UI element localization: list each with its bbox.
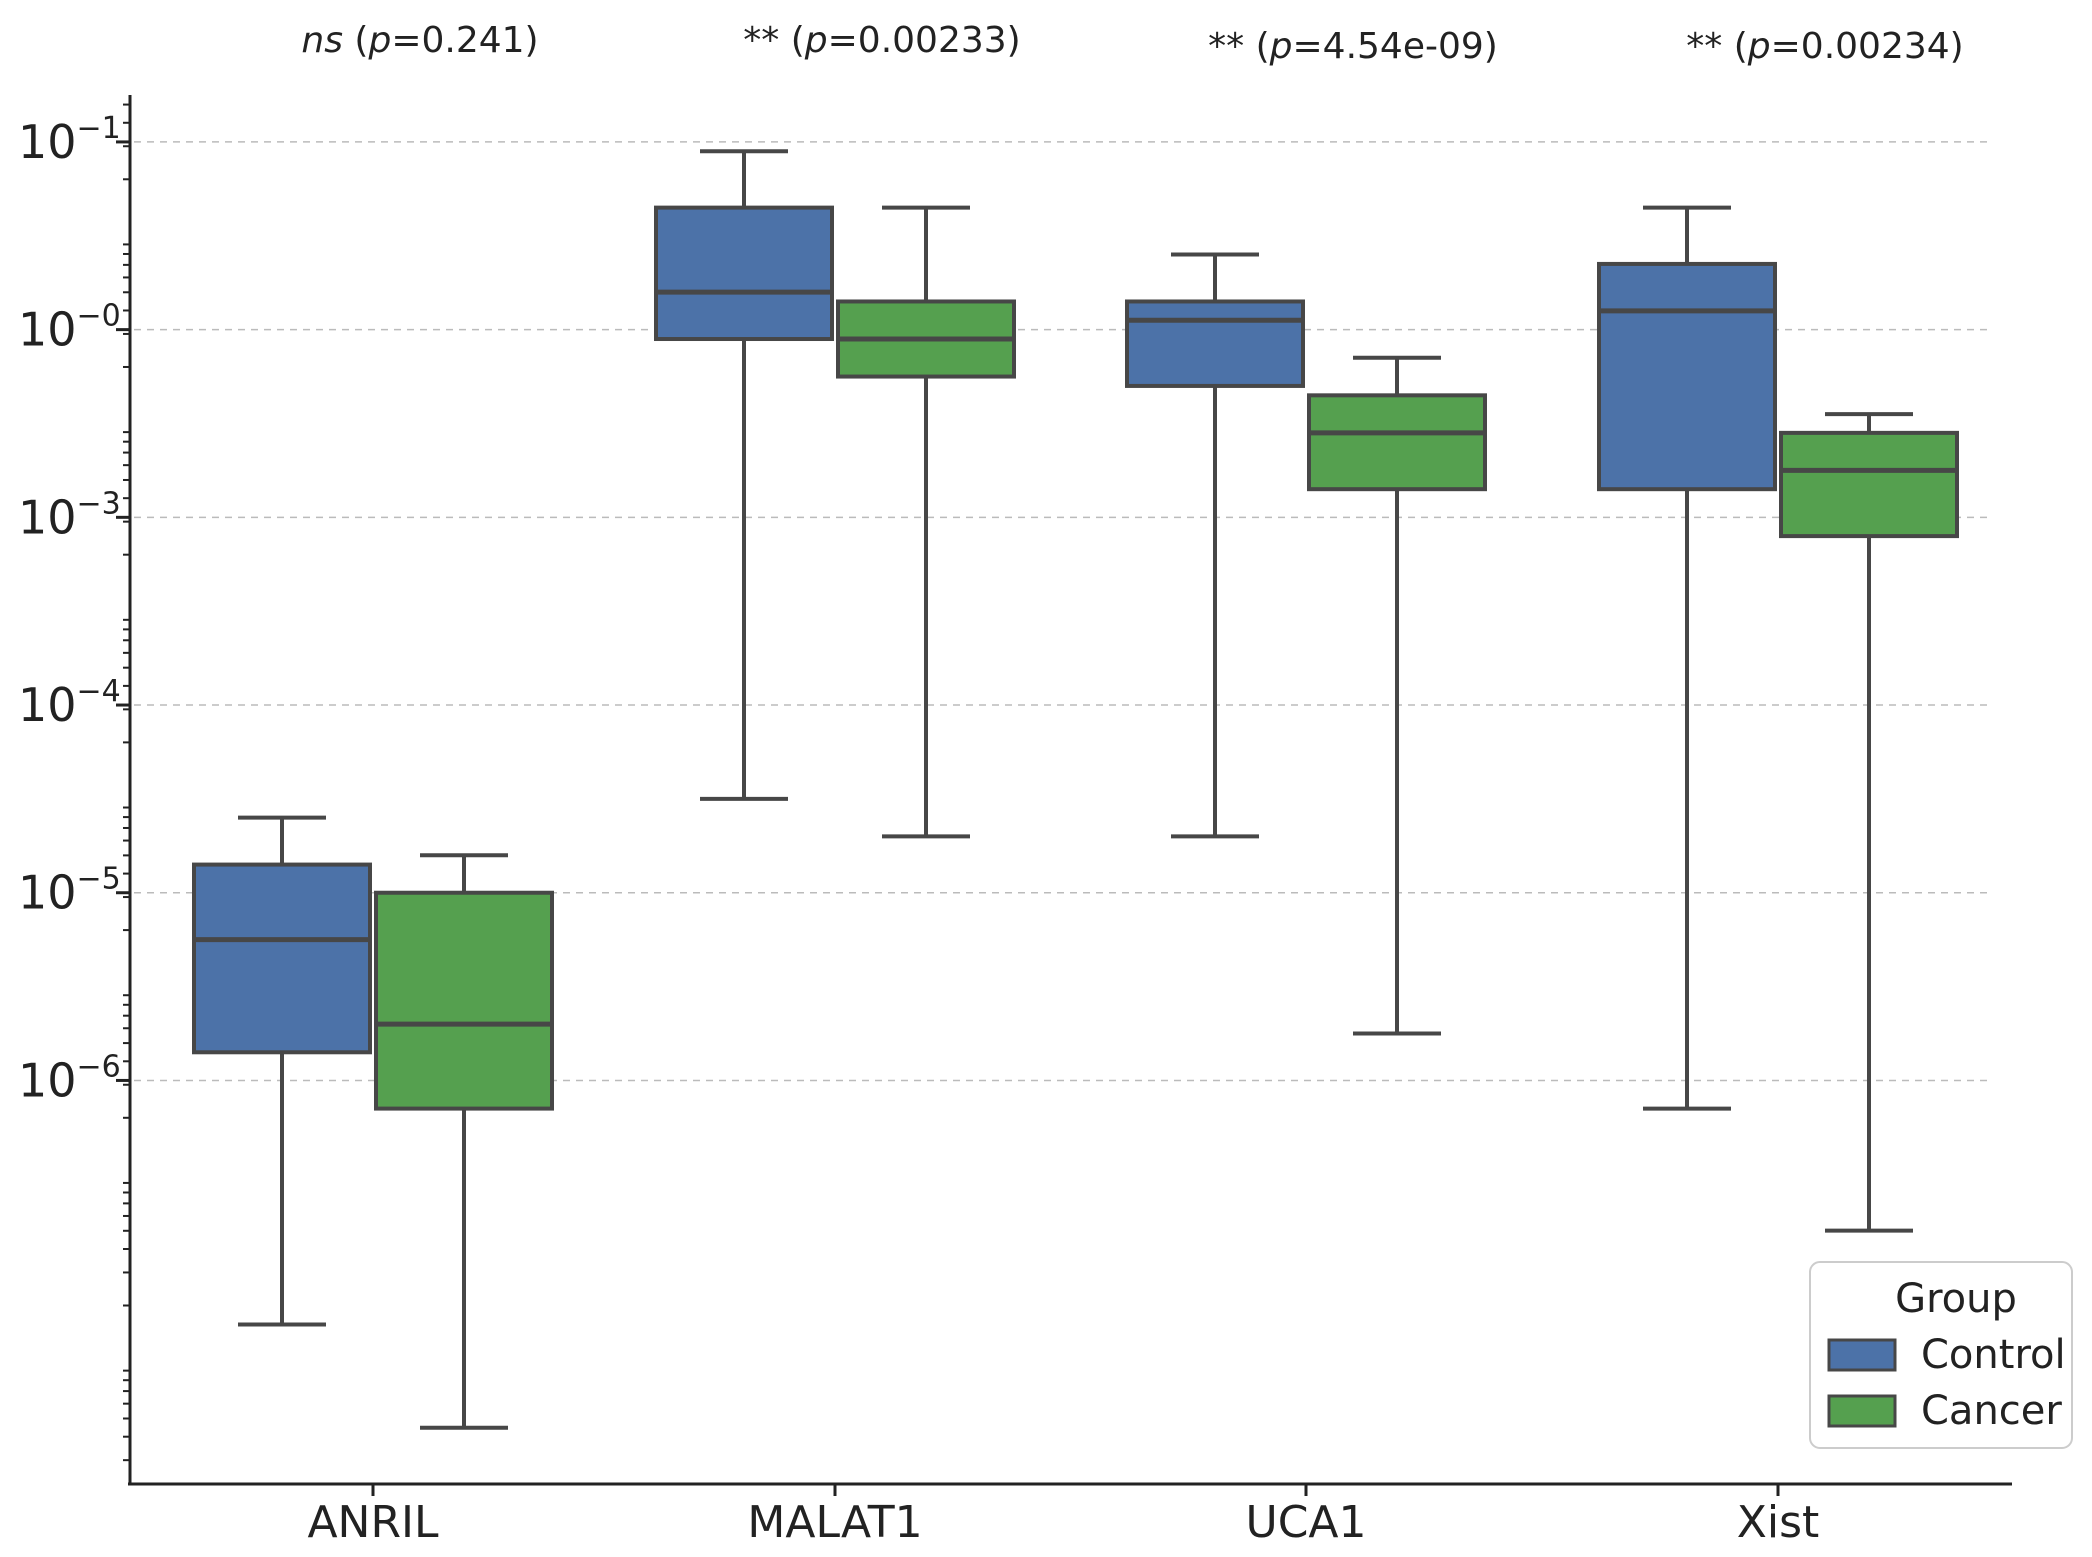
gridlines <box>134 141 1990 1082</box>
box-uca1-control <box>1125 252 1305 839</box>
iqr-box <box>374 890 554 1111</box>
y-tick-label-4: 10−5 <box>18 862 121 920</box>
iqr-box <box>654 205 834 342</box>
legend-label-control: Control <box>1921 1332 2066 1378</box>
y-tick-label-2: 10−3 <box>18 486 121 544</box>
box-anril-control <box>192 815 372 1327</box>
iqr-box <box>1597 261 1777 492</box>
legend-swatch-control <box>1827 1338 1897 1372</box>
y-tick-label-3: 10−4 <box>18 674 121 732</box>
y-tick-label-5: 10−6 <box>18 1049 121 1107</box>
x-tick-label-malat1: MALAT1 <box>747 1497 922 1548</box>
x-tick-label-uca1: UCA1 <box>1245 1497 1366 1548</box>
legend-label-cancer: Cancer <box>1921 1388 2062 1434</box>
annotation-uca1: ** (p=4.54e-09) <box>1208 26 1498 67</box>
y-tick-label-1: 10−0 <box>18 299 121 357</box>
axes <box>128 95 2012 1486</box>
y-ticks: 10−1 10−0 10−3 10−4 10−5 10−6 <box>18 103 130 1462</box>
iqr-box <box>1779 430 1959 539</box>
y-tick-label-0: 10−1 <box>18 111 121 169</box>
iqr-box <box>1307 393 1487 492</box>
annotation-xist: ** (p=0.00234) <box>1686 26 1963 67</box>
significance-annotations: ns (p=0.241) ** (p=0.00233) ** (p=4.54e-09… <box>301 20 1963 67</box>
box-xist-cancer <box>1779 412 1959 1233</box>
box-anril-cancer <box>374 853 554 1430</box>
iqr-box <box>192 862 372 1055</box>
x-tick-label-anril: ANRIL <box>307 1497 439 1548</box>
box-malat1-control <box>654 149 834 801</box>
box-xist-control <box>1597 205 1777 1111</box>
box-malat1-cancer <box>836 205 1016 839</box>
legend-title: Group <box>1895 1276 2017 1322</box>
box-uca1-cancer <box>1307 355 1487 1036</box>
legend: Group Control Cancer <box>1809 1261 2073 1449</box>
annotation-anril: ns (p=0.241) <box>301 20 538 61</box>
legend-swatch-cancer <box>1827 1394 1897 1428</box>
boxes <box>192 149 1959 1430</box>
annotation-malat1: ** (p=0.00233) <box>743 20 1020 61</box>
x-ticks: ANRIL MALAT1 UCA1 Xist <box>307 1484 1819 1548</box>
iqr-box <box>1125 299 1305 388</box>
x-tick-label-xist: Xist <box>1737 1497 1820 1548</box>
